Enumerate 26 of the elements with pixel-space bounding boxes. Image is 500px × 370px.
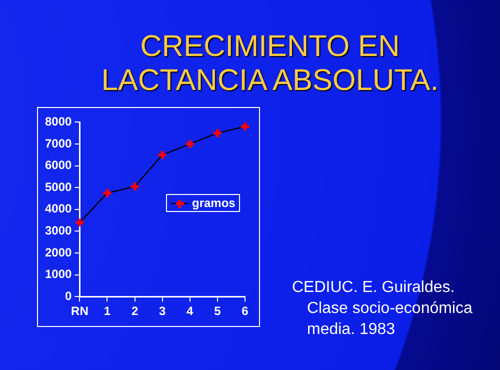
y-tick-label: 3000 bbox=[44, 224, 72, 238]
y-tick-label: 5000 bbox=[44, 180, 72, 194]
x-tick-label: 2 bbox=[131, 304, 138, 318]
y-tick-label: 1000 bbox=[44, 267, 72, 282]
x-tick-label: 6 bbox=[242, 304, 249, 318]
y-tick-label: 7000 bbox=[44, 136, 72, 150]
point bbox=[213, 129, 222, 138]
x-tick-label: 4 bbox=[186, 304, 194, 318]
x-tick-label: 1 bbox=[104, 304, 111, 318]
point bbox=[158, 150, 166, 159]
x-tick-label: 3 bbox=[159, 304, 166, 318]
y-tick-label: 6000 bbox=[44, 158, 72, 172]
point bbox=[186, 140, 194, 148]
y-tick-label: 2000 bbox=[44, 245, 72, 260]
point bbox=[103, 189, 112, 198]
legend-label: gramos bbox=[192, 196, 236, 210]
point bbox=[241, 122, 249, 131]
point bbox=[76, 218, 84, 226]
y-tick-label: 4000 bbox=[44, 202, 72, 216]
x-tick-label: 5 bbox=[214, 304, 222, 318]
x-tick-label: RN bbox=[71, 304, 88, 318]
text: CEDIUC. E. Guiraldes. Clase socio-económica media. 1983 bbox=[292, 278, 474, 340]
point bbox=[130, 182, 139, 191]
chart-title: CRECIMIENTO EN LACTANCIA ABSOLUTA. bbox=[100, 30, 440, 98]
y-tick-label: 8000 bbox=[44, 114, 72, 129]
y-tick-label: 0 bbox=[65, 288, 72, 303]
